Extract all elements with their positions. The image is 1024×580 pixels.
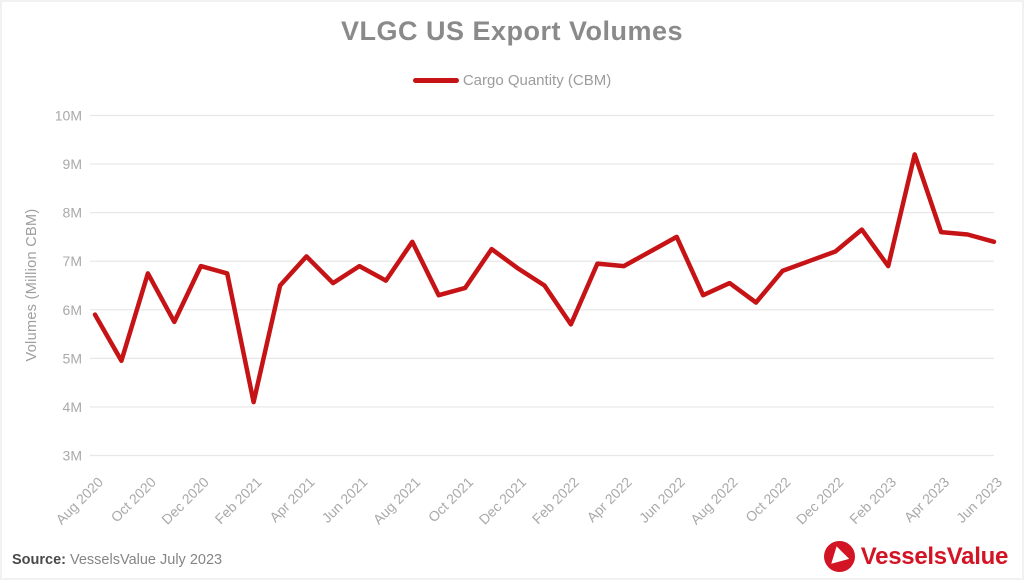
legend: Cargo Quantity (CBM) (2, 72, 1022, 89)
x-tick-label: Feb 2023 (846, 474, 899, 527)
x-tick-label: Oct 2020 (108, 474, 160, 526)
y-tick-label: 7M (63, 253, 82, 269)
x-tick-label: Feb 2022 (529, 474, 582, 527)
y-tick-label: 3M (63, 448, 82, 464)
x-tick: Dec 2021 (476, 474, 530, 528)
x-tick-label: Feb 2021 (212, 474, 265, 527)
y-tick-label: 6M (63, 302, 82, 318)
x-tick: Oct 2021 (425, 474, 477, 526)
x-tick-label: Dec 2022 (793, 474, 847, 528)
x-tick-label: Jun 2021 (318, 474, 370, 526)
x-tick: Feb 2023 (846, 474, 899, 527)
x-tick: Jun 2023 (953, 474, 1005, 526)
x-tick: Aug 2022 (687, 474, 741, 528)
x-tick: Apr 2022 (583, 474, 635, 526)
x-tick: Dec 2022 (793, 474, 847, 528)
x-tick-label: Aug 2020 (52, 474, 106, 528)
x-tick: Feb 2021 (212, 474, 265, 527)
legend-line-swatch (412, 78, 459, 83)
cargo-quantity-line (92, 152, 997, 405)
x-tick: Oct 2022 (742, 474, 794, 526)
vesselsvalue-logo-text: VesselsValue (860, 542, 1009, 570)
vesselsvalue-logo-icon (823, 541, 855, 572)
x-tick: Aug 2021 (370, 474, 424, 528)
x-tick-label: Apr 2023 (901, 474, 953, 526)
y-tick-label: 5M (63, 350, 82, 366)
x-tick: Apr 2023 (901, 474, 953, 526)
x-tick: Aug 2020 (52, 474, 106, 528)
x-tick-label: Dec 2021 (476, 474, 530, 528)
x-tick: Jun 2022 (636, 474, 688, 526)
x-tick-label: Aug 2022 (687, 474, 741, 528)
x-tick-label: Jun 2023 (953, 474, 1005, 526)
source-note: Source: VesselsValue July 2023 (12, 552, 222, 568)
vesselsvalue-logo: VesselsValue (823, 541, 1009, 572)
x-tick: Apr 2021 (266, 474, 318, 526)
x-tick-label: Apr 2022 (583, 474, 635, 526)
x-tick-label: Dec 2020 (158, 474, 212, 528)
x-tick: Oct 2020 (108, 474, 160, 526)
source-text: VesselsValue July 2023 (70, 552, 223, 568)
x-tick-label: Oct 2022 (742, 474, 794, 526)
chart-title: VLGC US Export Volumes (340, 16, 684, 46)
x-tick: Jun 2021 (318, 474, 370, 526)
x-tick-label: Aug 2021 (370, 474, 424, 528)
x-tick-label: Oct 2021 (425, 474, 477, 526)
legend-label: Cargo Quantity (CBM) (462, 72, 612, 89)
y-tick-label: 9M (63, 156, 82, 172)
x-tick-label: Jun 2022 (636, 474, 688, 526)
y-tick-label: 10M (55, 108, 82, 124)
y-tick-label: 8M (63, 205, 82, 221)
x-tick: Dec 2020 (158, 474, 212, 528)
x-tick: Feb 2022 (529, 474, 582, 527)
x-tick-label: Apr 2021 (266, 474, 318, 526)
y-tick-label: 4M (63, 399, 82, 415)
source-label: Source: (12, 552, 66, 568)
